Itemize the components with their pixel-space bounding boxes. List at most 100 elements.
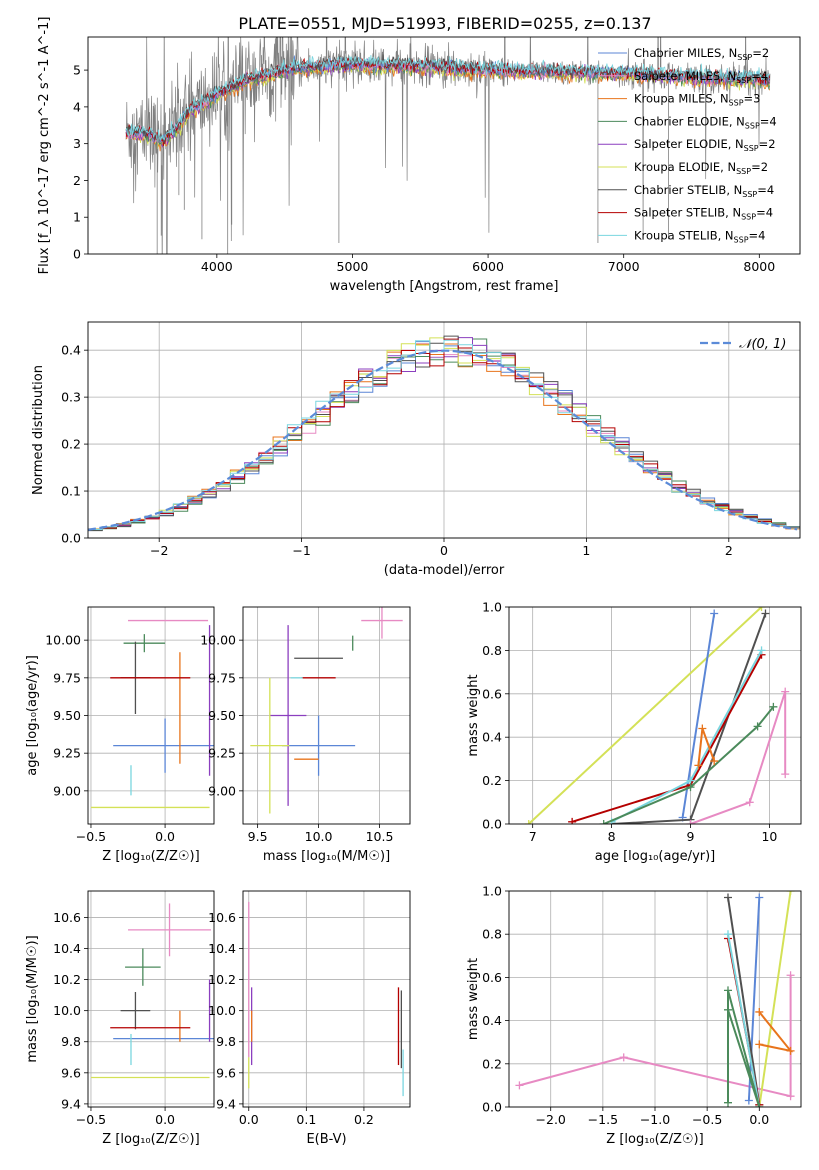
x-tick-label: 0.0 <box>155 829 175 844</box>
chabrier_miles-weight-line <box>747 897 761 1101</box>
age_vs_Z-xlabel: Z [log₁₀(Z/Z☉)] <box>102 849 199 864</box>
y-tick-label: 0.6 <box>482 970 502 985</box>
y-tick-label: 10.6 <box>53 910 81 925</box>
y-tick-label: 1 <box>73 210 81 225</box>
salpeter_miles-weight-marker <box>619 1053 628 1062</box>
y-tick-label: 9.8 <box>216 1034 236 1049</box>
mass_vs_Z-xlabel: Z [log₁₀(Z/Z☉)] <box>102 1132 199 1147</box>
y-tick-label: 5 <box>73 63 81 78</box>
chabrier_elodie-weight-marker <box>724 1098 732 1107</box>
spectrum-axes: 4000 5000 6000 7000 8000 0 1 2 3 4 5 <box>73 63 775 274</box>
kroupa_miles-weight-marker <box>786 1046 795 1055</box>
chabrier_miles-weight-marker <box>744 1096 753 1105</box>
y-tick-label: 0.2 <box>61 437 81 452</box>
age_vs_Z-frame <box>87 606 215 825</box>
y-tick-label: 10.00 <box>45 633 81 648</box>
chabrier_stelib-weight-line <box>727 897 761 1105</box>
x-tick-label: 9 <box>687 829 695 844</box>
salpeter_elodie-legend-label: Salpeter ELODIE, NSSP=2 <box>634 137 776 153</box>
y-tick-label: 10.2 <box>53 972 81 987</box>
normal-legend-label: 𝒩(0, 1) <box>739 337 786 352</box>
salpeter_stelib-histogram <box>88 338 800 530</box>
age_vs_Z-axes: −0.5 0.0 9.00 9.25 9.50 9.75 10.00 <box>45 607 214 844</box>
y-tick-label: 0.2 <box>482 773 502 788</box>
y-tick-label: 0.0 <box>482 817 502 832</box>
kroupa_miles-weight-marker <box>698 724 707 733</box>
salpeter_miles-weight-marker <box>686 820 695 824</box>
residuals-ylabel: Normed distribution <box>31 365 46 495</box>
y-tick-label: 9.6 <box>61 1065 81 1080</box>
y-tick-label: 9.4 <box>61 1096 81 1111</box>
salpeter_stelib-weight-marker <box>568 817 577 824</box>
mass_vs_Z-points <box>90 903 214 1079</box>
salpeter_miles-weight-marker <box>786 971 795 980</box>
x-tick-label: 8 <box>608 829 616 844</box>
age_vs_mass-xlabel: mass [log₁₀(M/M☉)] <box>263 849 390 864</box>
salpeter_miles-errorbar <box>128 903 212 957</box>
kroupa_elodie-legend-label: Kroupa ELODIE, NSSP=2 <box>634 160 768 176</box>
spectrum-frame <box>87 36 801 255</box>
x-tick-label: 10.0 <box>305 829 333 844</box>
spectrum-lines <box>125 37 771 254</box>
mass_weight_vs_age-ylabel: mass weight <box>466 674 481 756</box>
x-tick-label: 8000 <box>743 259 775 274</box>
mass_weight_vs_age-series <box>524 607 790 824</box>
x-tick-label: 5000 <box>337 259 369 274</box>
y-tick-label: 9.50 <box>53 708 81 723</box>
y-tick-label: 0.4 <box>482 730 502 745</box>
salpeter_miles-weight-line <box>690 691 787 824</box>
y-tick-label: 0.4 <box>61 343 81 358</box>
x-tick-label: −0.5 <box>76 829 106 844</box>
chabrier_elodie-legend-label: Chabrier ELODIE, NSSP=4 <box>634 114 777 130</box>
x-tick-label: 9.5 <box>248 829 268 844</box>
x-tick-label: 0.2 <box>354 1112 374 1127</box>
y-tick-label: 9.50 <box>208 708 236 723</box>
x-tick-label: 0.0 <box>239 1112 259 1127</box>
chabrier_miles-legend-label: Chabrier MILES, NSSP=2 <box>634 46 769 62</box>
kroupa_miles-weight-marker <box>755 1040 764 1049</box>
x-tick-label: −2 <box>150 543 168 558</box>
y-tick-label: 0.8 <box>482 643 502 658</box>
chabrier_elodie-errorbar <box>125 948 161 986</box>
y-tick-label: 10.2 <box>208 972 236 987</box>
chabrier_stelib-legend-label: Chabrier STELIB, NSSP=4 <box>634 183 774 199</box>
spectrum-legend: Chabrier MILES, NSSP=2 Salpeter MILES, NS… <box>598 46 777 244</box>
y-tick-label: 0.4 <box>482 1013 502 1028</box>
x-tick-label: 4000 <box>201 259 233 274</box>
mass_vs_ebv-points <box>248 901 404 1097</box>
chabrier_elodie-weight-marker <box>753 722 762 731</box>
y-tick-label: 0.0 <box>61 531 81 546</box>
kroupa_stelib-model-line <box>125 54 770 142</box>
y-tick-label: 10.4 <box>208 941 236 956</box>
y-tick-label: 10.00 <box>200 633 236 648</box>
y-tick-label: 3 <box>73 136 81 151</box>
x-tick-label: −0.5 <box>692 1112 722 1127</box>
y-tick-label: 9.25 <box>53 746 81 761</box>
kroupa_elodie-weight-marker <box>757 607 766 611</box>
spectrum-xlabel: wavelength [Angstrom, rest frame] <box>330 279 559 294</box>
y-tick-label: 0.6 <box>482 686 502 701</box>
x-tick-label: −1.0 <box>640 1112 670 1127</box>
chabrier_elodie-weight-marker <box>724 986 732 995</box>
x-tick-label: 1 <box>582 543 590 558</box>
mass_vs_Z-axes: −0.5 0.0 9.4 9.6 9.8 10.0 10.2 10.4 10.6 <box>53 891 214 1127</box>
kroupa_miles-weight-marker <box>694 761 703 770</box>
chabrier_elodie-weight-marker <box>769 702 778 711</box>
mass_vs_Z-frame <box>87 890 215 1108</box>
kroupa_elodie-errorbar <box>250 677 290 814</box>
kroupa_stelib-weight-line <box>727 934 761 1107</box>
kroupa_stelib-weight-marker <box>724 930 732 939</box>
residual-histograms <box>88 335 800 532</box>
y-tick-label: 2 <box>73 173 81 188</box>
kroupa_elodie-weight-line <box>528 607 763 824</box>
salpeter_miles-weight-marker <box>781 770 790 779</box>
chabrier_elodie-weight-line <box>603 706 775 824</box>
y-tick-label: 0.8 <box>482 927 502 942</box>
salpeter_miles-weight-marker <box>515 1081 524 1090</box>
mass_weight_vs_Z-xlabel: Z [log₁₀(Z/Z☉)] <box>606 1132 703 1147</box>
y-tick-label: 4 <box>73 99 81 114</box>
mass_vs_ebv-frame <box>242 890 411 1108</box>
salpeter_miles-weight-line <box>519 975 792 1098</box>
chabrier_stelib-weight-marker <box>724 893 732 902</box>
